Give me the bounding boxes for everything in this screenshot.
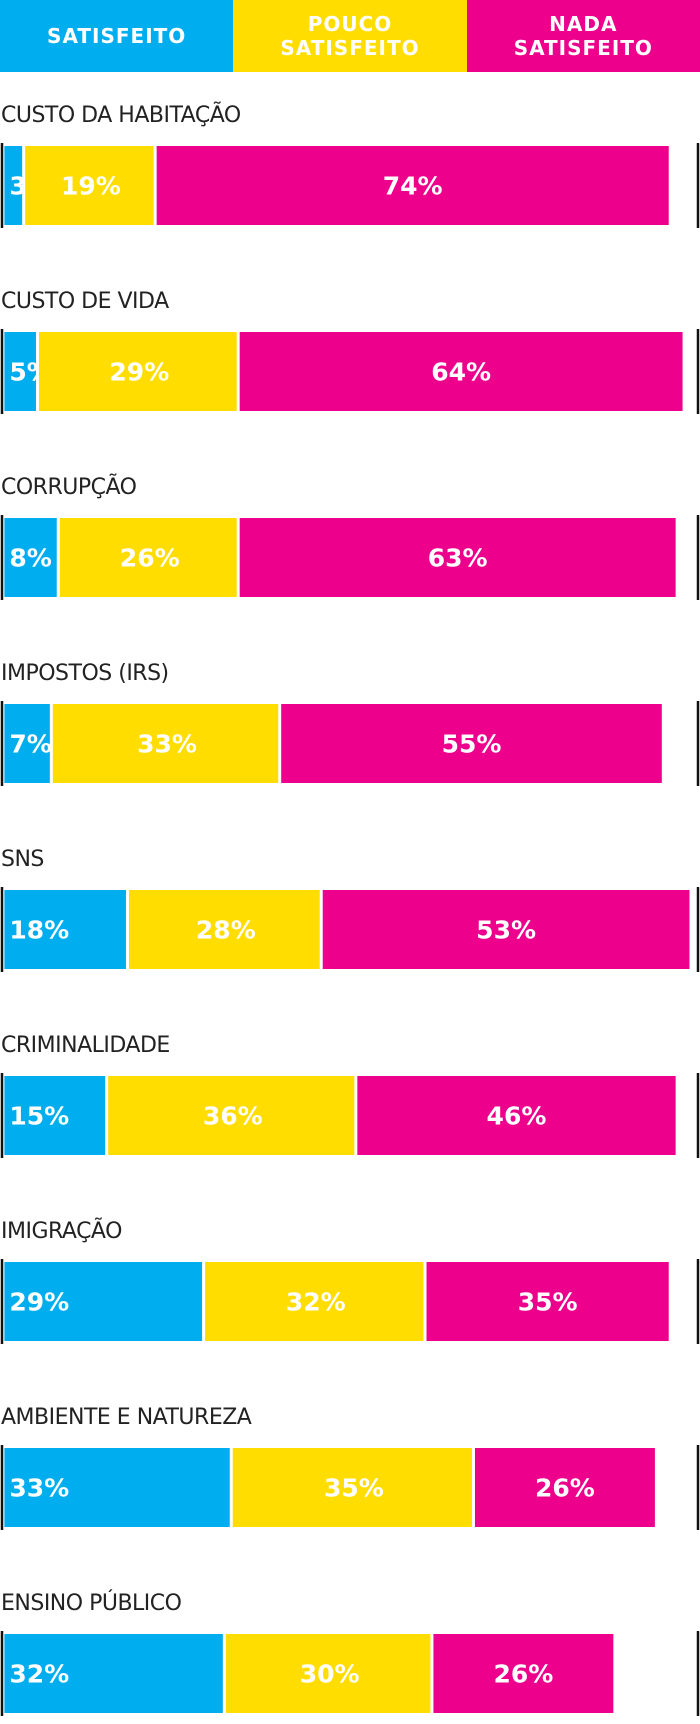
bar-segment: [4, 1076, 106, 1155]
bar-segment: [4, 1262, 203, 1341]
value-label: 64%: [431, 358, 491, 387]
value-label: 29%: [109, 358, 169, 387]
value-label: 53%: [476, 916, 536, 945]
bar-segment: [4, 518, 57, 597]
category-label: AMBIENTE E NATUREZA: [1, 1405, 252, 1430]
category-label: CRIMINALIDADE: [1, 1033, 170, 1058]
bar-segment: [474, 1448, 655, 1527]
value-label: 15%: [9, 1102, 69, 1131]
category-label: IMIGRAÇÃO: [1, 1217, 122, 1244]
value-label: 30%: [300, 1660, 360, 1689]
value-label: 32%: [286, 1288, 346, 1317]
category-label: CUSTO DA HABITAÇÃO: [1, 101, 241, 128]
value-label: 26%: [493, 1660, 553, 1689]
bar-segment: [205, 1262, 424, 1341]
legend: SATISFEITO POUCO SATISFEITO NADA SATISFEIT…: [0, 0, 700, 72]
category-label: ENSINO PÚBLICO: [1, 1590, 182, 1616]
value-label: 35%: [324, 1474, 384, 1503]
value-label: 55%: [442, 730, 502, 759]
value-label: 8%: [9, 544, 51, 573]
category-label: CORRUPÇÃO: [1, 473, 137, 500]
bar-segment: [59, 518, 237, 597]
legend-entry: POUCO SATISFEITO: [233, 0, 467, 72]
value-label: 33%: [137, 730, 197, 759]
bar-segment: [4, 890, 126, 969]
value-label: 33%: [9, 1474, 69, 1503]
value-label: 36%: [203, 1102, 263, 1131]
value-label: 7%: [9, 730, 51, 759]
value-label: 18%: [9, 916, 69, 945]
category-label: IMPOSTOS (IRS): [1, 661, 169, 686]
bar-segment: [4, 332, 37, 411]
value-label: 29%: [9, 1288, 69, 1317]
bar-segment: [128, 890, 320, 969]
bar-segment: [322, 890, 690, 969]
value-label: 26%: [120, 544, 180, 573]
bar-segment: [239, 332, 683, 411]
bar-segment: [239, 518, 676, 597]
value-label: 46%: [487, 1102, 547, 1131]
bar-segment: [357, 1076, 676, 1155]
bar-segment: [156, 146, 669, 225]
value-label: 26%: [535, 1474, 595, 1503]
bar-segment: [4, 1448, 230, 1527]
bar-segment: [39, 332, 237, 411]
bar-segment: [25, 146, 154, 225]
bar-segment: [225, 1634, 431, 1713]
bar-segment: [4, 1634, 223, 1713]
bar-segment: [433, 1634, 614, 1713]
bar-segment: [108, 1076, 355, 1155]
bar-segment: [426, 1262, 669, 1341]
value-label: 35%: [518, 1288, 578, 1317]
legend-entry: NADA SATISFEITO: [466, 0, 700, 72]
category-label: CUSTO DE VIDA: [1, 289, 169, 314]
value-label: 32%: [9, 1660, 69, 1689]
value-label: 74%: [383, 172, 443, 201]
bar-segment: [52, 704, 279, 783]
value-label: 28%: [196, 916, 256, 945]
value-label: 63%: [428, 544, 488, 573]
value-label: 19%: [61, 172, 121, 201]
bar-segment: [4, 146, 23, 225]
bar-segment: [232, 1448, 472, 1527]
bar-segment: [281, 704, 662, 783]
legend-entry: SATISFEITO: [0, 0, 234, 72]
bar-segment: [4, 704, 50, 783]
category-label: SNS: [1, 847, 44, 872]
